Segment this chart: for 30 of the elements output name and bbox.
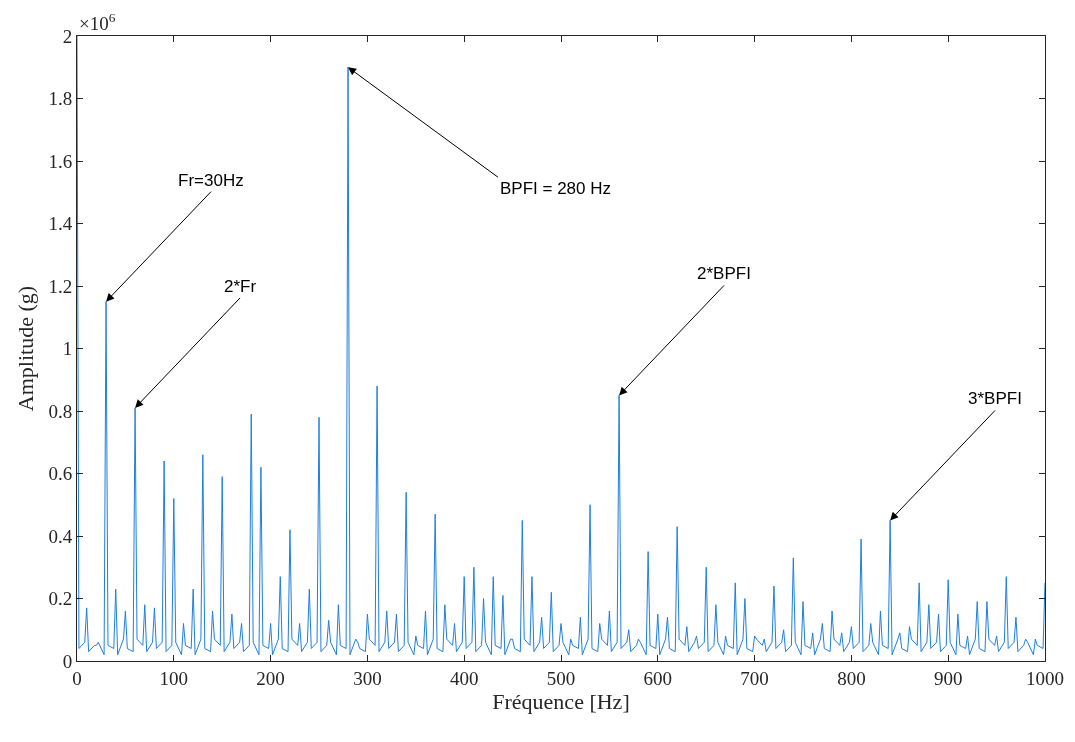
y-tick-label: 1.4 [48,213,73,235]
y-tick-label: 0.2 [48,588,73,610]
y-tick-label: 0 [62,650,73,672]
y-tick-label: 1.8 [48,88,73,110]
annotation: 2*BPFI [697,264,751,283]
x-tick-label: 900 [933,667,963,689]
x-axis-title: Fréquence [Hz] [492,688,630,714]
x-tick-label: 100 [159,667,189,689]
x-tick-label: 300 [353,667,382,689]
annotation: 2*Fr [224,277,257,296]
y-tick-label: 1.2 [48,275,73,297]
y-axis-title: Amplitude (g) [13,285,39,412]
text: ×10$^{6}$ [79,10,116,34]
x-tick-label: 600 [643,667,673,689]
y-tick-label: 0.4 [48,525,73,547]
y-tick-label: 1 [62,338,73,360]
x-tick-label: 400 [449,667,479,689]
annotation: BPFI = 280 Hz [500,179,612,198]
y-tick-label: 1.6 [48,150,73,172]
x-tick-label: 700 [740,667,769,689]
line-series [77,36,1045,656]
annotation: Fr=30Hz [178,171,244,190]
annotation: 3*BPFI [968,389,1022,408]
y-tick-label: 2 [62,25,73,47]
x-tick-label: 500 [546,667,576,689]
x-tick-label: 1000 [1026,667,1064,689]
y-tick-label: 0.6 [48,463,73,485]
x-tick-label: 800 [837,667,866,689]
x-tick-label: 200 [256,667,285,689]
y-tick-label: 0.8 [48,400,73,422]
